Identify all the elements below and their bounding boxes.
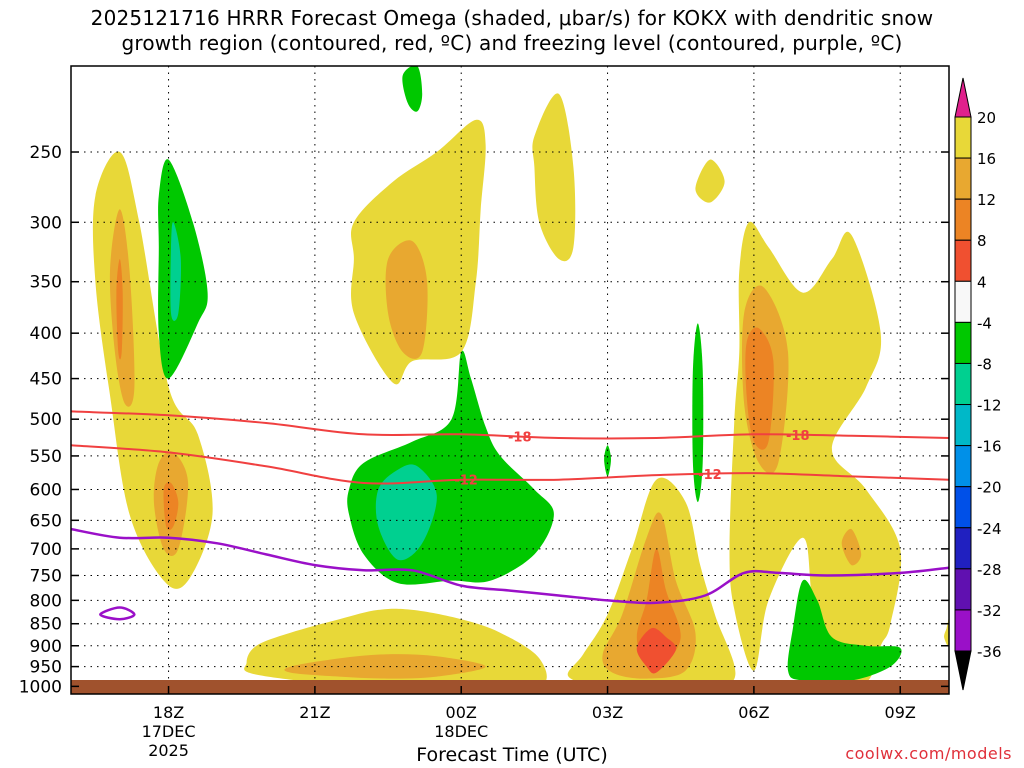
x-tick-label-21Z: 21Z <box>299 703 330 722</box>
y-tick-label-1000: 1000 <box>19 677 62 697</box>
omega-region-12-4 <box>163 482 179 531</box>
colorbar-band--32 <box>954 609 972 652</box>
colorbar-label--32: -32 <box>977 602 1002 620</box>
x-tick-label-03Z: 03Z <box>592 703 623 722</box>
omega-region--4-15 <box>692 323 704 503</box>
omega-region--4-11 <box>402 66 423 112</box>
colorbar-label-12: 12 <box>977 191 996 209</box>
colorbar-label--8: -8 <box>977 355 992 373</box>
colorbar-band-20 <box>954 116 972 159</box>
colorbar-band-12 <box>954 198 972 241</box>
y-tick-label-950: 950 <box>30 658 62 678</box>
y-tick-label-500: 500 <box>30 410 62 430</box>
ground-surface <box>71 680 949 694</box>
colorbar-band--12 <box>954 404 972 447</box>
colorbar-label--20: -20 <box>977 479 1002 497</box>
plot-frame <box>70 65 950 695</box>
y-tick-label-900: 900 <box>30 637 62 657</box>
x-tick-date-00Z: 18DEC <box>434 722 488 741</box>
colorbar-label-20: 20 <box>977 109 996 127</box>
colorbar-band-16 <box>954 157 972 200</box>
colorbar-label--12: -12 <box>977 397 1002 415</box>
y-tick-label-550: 550 <box>30 447 62 467</box>
freezing-level-loop <box>99 606 136 621</box>
y-tick-label-350: 350 <box>30 273 62 293</box>
y-tick-label-600: 600 <box>30 480 62 500</box>
y-tick-label-300: 300 <box>30 213 62 233</box>
omega-region-8-26 <box>841 528 862 566</box>
y-tick-label-750: 750 <box>30 566 62 586</box>
colorbar-top-arrow <box>954 77 972 118</box>
x-tick-label-00Z: 00Z <box>446 703 477 722</box>
contour-line-1 <box>71 444 949 485</box>
colorbar-band--24 <box>954 527 972 570</box>
y-tick-label-450: 450 <box>30 370 62 390</box>
omega-region-8-17 <box>284 654 486 679</box>
omega-region-4-9 <box>532 93 576 262</box>
colorbar-band--4 <box>954 321 972 364</box>
colorbar-label-16: 16 <box>977 150 996 168</box>
y-tick-label-700: 700 <box>30 540 62 560</box>
contour-line-0 <box>71 410 949 440</box>
colorbar-label--36: -36 <box>977 643 1002 661</box>
chart-title-line-2: growth region (contoured, red, ºC) and f… <box>121 31 903 55</box>
colorbar-band-8 <box>954 239 972 282</box>
x-tick-label-18Z: 18Z <box>153 703 184 722</box>
colorbar-label--16: -16 <box>977 438 1002 456</box>
y-tick-label-850: 850 <box>30 615 62 635</box>
colorbar-band--16 <box>954 445 972 488</box>
colorbar-label-4: 4 <box>977 273 987 291</box>
x-tick-date-18Z: 17DEC <box>142 722 196 741</box>
x-tick-label-09Z: 09Z <box>885 703 916 722</box>
y-tick-label-400: 400 <box>30 324 62 344</box>
omega-region-4-27 <box>944 618 949 647</box>
omega-region--4-14 <box>604 445 611 477</box>
colorbar-bottom-arrow <box>954 650 972 691</box>
colorbar-band--28 <box>954 568 972 611</box>
omega-region--8-6 <box>170 222 182 321</box>
colorbar-label--28: -28 <box>977 561 1002 579</box>
y-tick-label-800: 800 <box>30 591 62 611</box>
y-axis: 2503003504004505005506006507007508008509… <box>19 143 949 697</box>
y-tick-label-250: 250 <box>30 143 62 163</box>
colorbar-band--20 <box>954 486 972 529</box>
x-tick-year-18Z: 2025 <box>148 741 189 760</box>
omega-region-4-0 <box>92 151 213 589</box>
contour-label--12-1: -12 <box>698 468 722 483</box>
omega-region--4-12 <box>347 350 554 585</box>
colorbar: 20 16 12 8 4 -4 -8 -12 -16 -20 -24 -28 -32 -36 <box>954 77 1002 691</box>
colorbar-label--4: -4 <box>977 314 992 332</box>
chart-title-line-1: 2025121716 HRRR Forecast Omega (shaded, … <box>90 6 934 30</box>
colorbar-label-8: 8 <box>977 232 987 250</box>
omega-region--4-5 <box>158 159 208 379</box>
contour-line-2 <box>71 527 949 605</box>
omega-region-16-21 <box>636 627 677 674</box>
grid-layer <box>71 66 949 694</box>
omega-region--4-25 <box>787 579 902 683</box>
omega-region-8-8 <box>385 240 428 359</box>
x-axis-title: Forecast Time (UTC) <box>416 744 608 766</box>
omega-region-4-10 <box>695 159 725 203</box>
colorbar-label--24: -24 <box>977 520 1002 538</box>
y-tick-label-650: 650 <box>30 511 62 531</box>
watermark: coolwx.com/models <box>845 744 1012 763</box>
contour-label--12-0: -12 <box>454 474 478 489</box>
omega-region-12-2 <box>116 259 123 360</box>
omega-shading-layer <box>92 66 949 691</box>
x-tick-label-06Z: 06Z <box>738 703 769 722</box>
colorbar-band-4 <box>954 280 972 323</box>
contour-layer: -18 -18 -12 -12 <box>71 410 949 621</box>
colorbar-band--8 <box>954 362 972 406</box>
chart-title: 2025121716 HRRR Forecast Omega (shaded, … <box>0 6 1024 56</box>
contour-label--18-0: -18 <box>508 431 532 446</box>
omega-region--8-13 <box>375 464 437 561</box>
contour-label--18-1: -18 <box>786 429 810 444</box>
